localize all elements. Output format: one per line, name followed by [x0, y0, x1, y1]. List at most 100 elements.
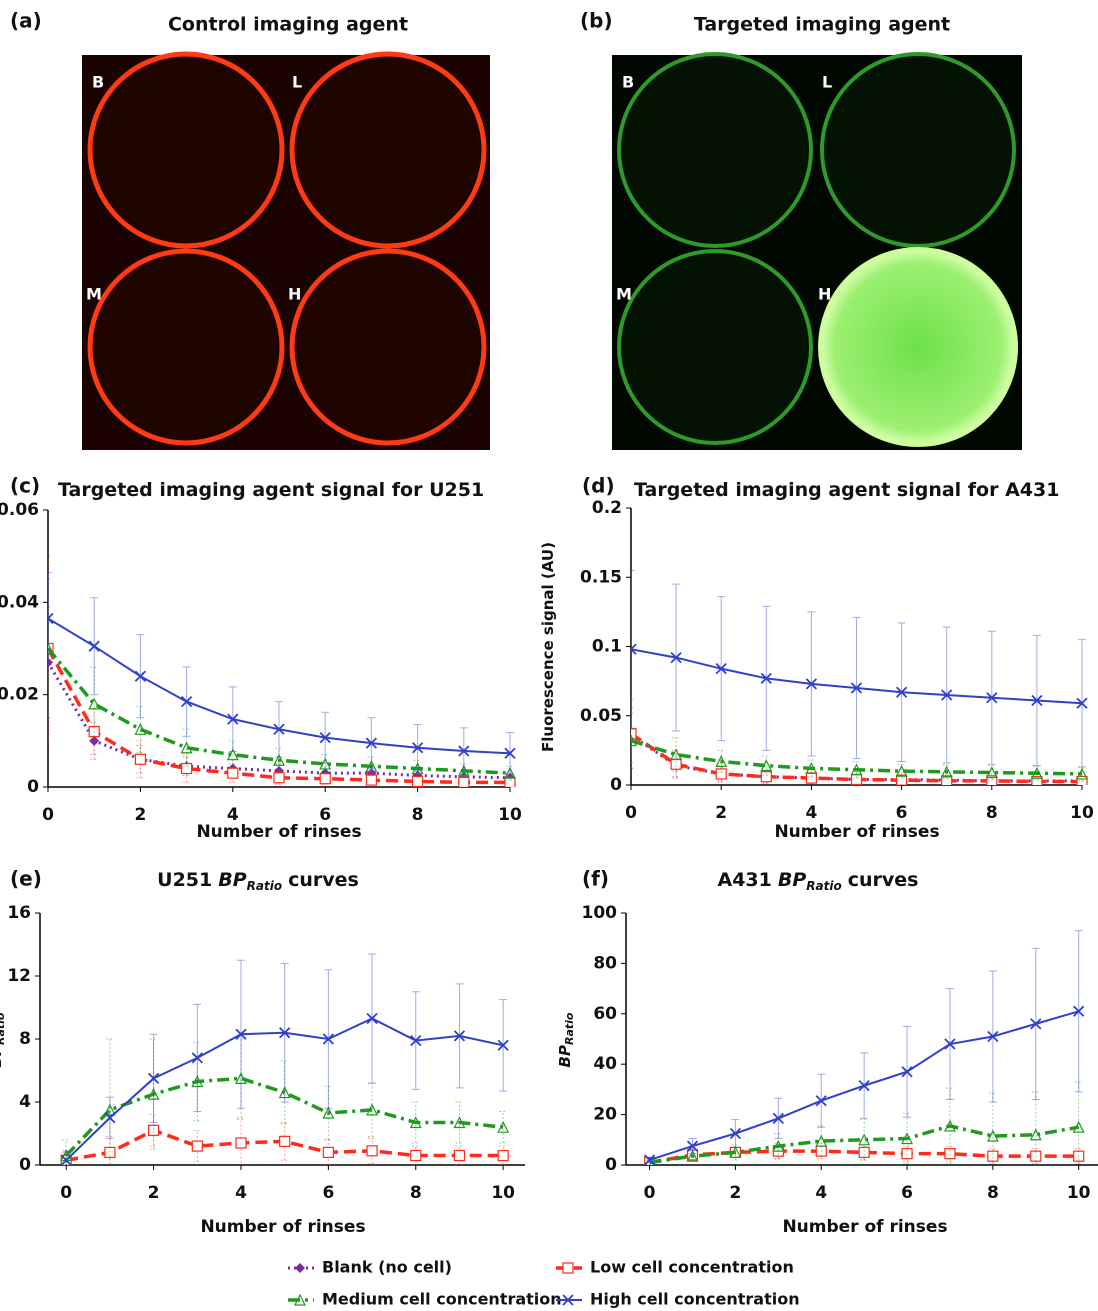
panel-label: (a) [10, 9, 42, 33]
marker [643, 1154, 656, 1165]
marker [760, 759, 773, 772]
y-tick-label: 8 [19, 1029, 31, 1049]
series-line [64, 1076, 504, 1157]
marker [1029, 1128, 1042, 1141]
error-bar [897, 763, 906, 779]
panel-label: (c) [10, 474, 40, 498]
y-label-text: Fluorescence signal (AU) [539, 542, 557, 752]
marker [366, 1012, 378, 1025]
marker [235, 1072, 247, 1084]
marker [104, 1146, 116, 1159]
title-subscript: Ratio [806, 879, 841, 893]
well-label: B [92, 73, 104, 92]
panel-title: Targeted imaging agent [694, 14, 950, 36]
error-bar [459, 763, 468, 779]
well-label: L [292, 73, 302, 92]
marker [850, 773, 863, 785]
marker [180, 695, 193, 708]
error-bar [1078, 766, 1086, 782]
marker [1073, 1150, 1085, 1162]
error-bar [228, 740, 237, 770]
y-axis-label: BPRatio [556, 1012, 577, 1067]
error-bar [105, 1136, 114, 1165]
marker [631, 643, 637, 655]
title-suffix: curves [288, 869, 359, 891]
error-bar [860, 1119, 869, 1161]
marker [322, 1033, 335, 1045]
x-tick-label: 6 [322, 1183, 334, 1203]
error-bar [105, 1038, 114, 1165]
marker [805, 772, 818, 784]
marker [273, 723, 285, 735]
error-bar [48, 571, 52, 666]
y-tick-label: 16 [7, 903, 31, 923]
legend-label: Medium cell concentration [322, 1290, 562, 1309]
y-tick-label: 0.04 [0, 592, 39, 612]
marker [295, 1263, 305, 1273]
series [60, 953, 509, 1165]
marker [497, 1149, 509, 1162]
series [631, 569, 1088, 768]
y-tick-label: 0 [610, 775, 622, 795]
marker [227, 767, 239, 779]
error-bar [1031, 1091, 1040, 1165]
marker [944, 1148, 956, 1160]
y-label-text: BP [556, 1045, 574, 1067]
x-tick-label: 4 [805, 803, 817, 823]
marker [134, 670, 147, 682]
error-bar [506, 765, 514, 781]
error-bar [149, 1114, 158, 1147]
marker [147, 1072, 160, 1085]
marker [457, 764, 470, 777]
panel-label: (b) [580, 9, 613, 33]
x-tick-label: 6 [901, 1183, 913, 1203]
y-tick-label: 0.15 [580, 567, 622, 587]
marker [715, 755, 728, 768]
marker [319, 773, 331, 785]
marker [729, 1127, 742, 1140]
well-label: B [622, 73, 634, 92]
marker [941, 689, 953, 701]
x-tick-label: 2 [729, 1183, 741, 1203]
marker [180, 741, 193, 754]
error-bar [193, 1129, 202, 1163]
marker [1076, 697, 1088, 709]
marker [943, 1119, 956, 1132]
error-bar [988, 1092, 997, 1165]
legend-label: Blank (no cell) [322, 1258, 452, 1277]
marker [148, 1124, 160, 1136]
marker [227, 713, 239, 725]
title-text: A431 [718, 869, 772, 891]
marker [48, 642, 54, 655]
legend-label: High cell concentration [590, 1290, 800, 1309]
y-tick-label: 60 [593, 1004, 617, 1024]
marker [858, 1079, 870, 1092]
error-bar [672, 737, 681, 772]
well-label: M [616, 285, 632, 304]
marker [562, 1294, 574, 1306]
marker [760, 771, 772, 783]
marker [366, 1103, 379, 1116]
x-axis-label: Number of rinses [200, 1217, 365, 1237]
series [48, 578, 516, 781]
marker [504, 776, 516, 787]
marker [294, 1293, 306, 1306]
marker [985, 766, 998, 779]
marker [1031, 775, 1043, 785]
marker [226, 748, 239, 761]
error-bar [368, 1082, 377, 1138]
chart-title: Targeted imaging agent signal for A431 [634, 479, 1059, 501]
x-tick-label: 8 [986, 803, 998, 823]
marker [365, 774, 377, 786]
error-bar [280, 1060, 289, 1125]
y-tick-label: 100 [582, 903, 618, 923]
x-tick-label: 0 [625, 803, 637, 823]
marker [940, 765, 953, 778]
marker [772, 1112, 784, 1125]
x-tick-label: 0 [644, 1183, 656, 1203]
series-line [649, 1149, 1079, 1165]
marker [191, 1075, 204, 1088]
marker [48, 657, 53, 668]
marker [278, 1086, 291, 1099]
title-text: U251 [157, 869, 212, 891]
